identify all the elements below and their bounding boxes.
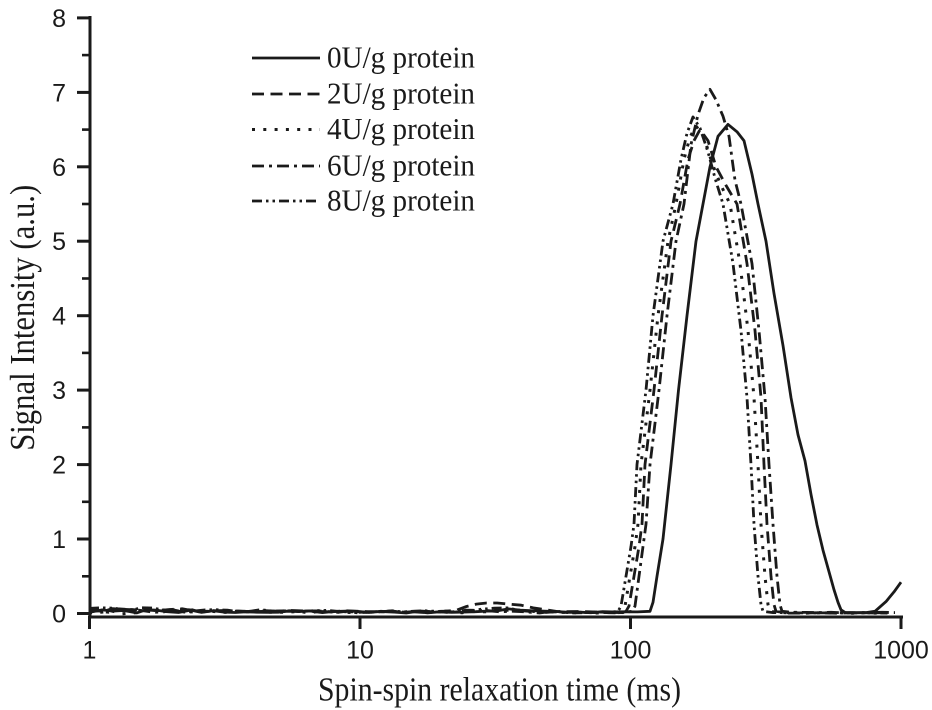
svg-text:4: 4 [52, 303, 66, 331]
svg-text:7: 7 [52, 79, 66, 107]
svg-text:1000: 1000 [873, 637, 929, 665]
svg-text:Signal Intensity (a.u.): Signal Intensity (a.u.) [3, 185, 42, 451]
svg-text:1: 1 [83, 637, 97, 665]
svg-text:0: 0 [52, 601, 66, 629]
svg-text:8: 8 [52, 5, 66, 33]
svg-text:2U/g protein: 2U/g protein [327, 76, 475, 111]
svg-text:4U/g protein: 4U/g protein [327, 111, 475, 146]
svg-text:Spin-spin relaxation time (ms): Spin-spin relaxation time (ms) [318, 672, 681, 709]
svg-text:3: 3 [52, 377, 66, 405]
svg-text:2: 2 [52, 452, 66, 480]
svg-text:6U/g protein: 6U/g protein [327, 148, 475, 183]
svg-text:5: 5 [52, 228, 66, 256]
svg-text:1: 1 [52, 526, 66, 554]
svg-text:8U/g protein: 8U/g protein [327, 183, 475, 218]
svg-text:10: 10 [346, 637, 374, 665]
svg-text:100: 100 [610, 637, 652, 665]
svg-text:6: 6 [52, 154, 66, 182]
svg-text:0U/g protein: 0U/g protein [327, 40, 475, 75]
